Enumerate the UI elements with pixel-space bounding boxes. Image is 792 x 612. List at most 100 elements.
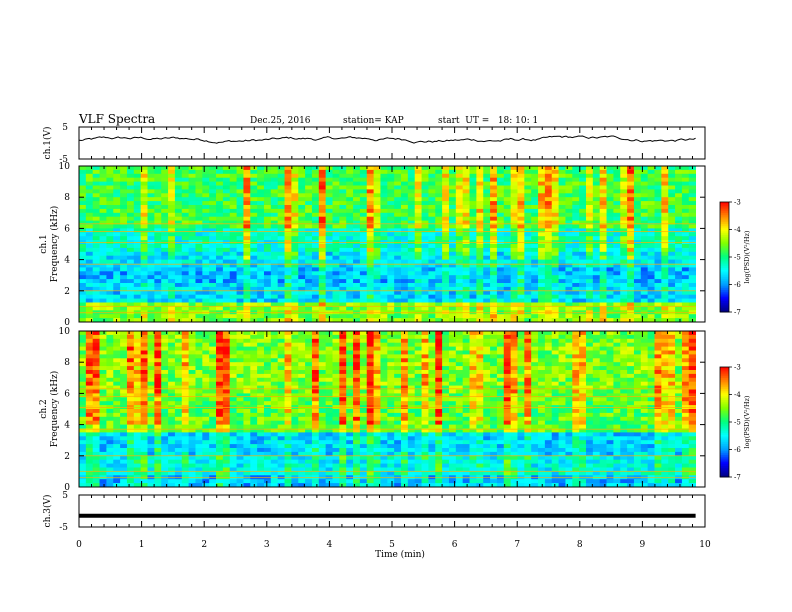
spectrogram-cell bbox=[236, 236, 244, 241]
spectrogram-cell bbox=[558, 193, 566, 198]
spectrogram-cell bbox=[455, 377, 464, 383]
spectrogram-cell bbox=[647, 166, 655, 171]
spectrogram-cell bbox=[133, 271, 142, 276]
spectrogram-cell bbox=[442, 381, 450, 386]
spectrogram-cell bbox=[353, 370, 361, 375]
spectrogram-cell bbox=[140, 267, 148, 272]
spectrogram-cell bbox=[154, 381, 162, 386]
spectrogram-cell bbox=[599, 283, 607, 288]
spectrogram-cell bbox=[688, 224, 697, 229]
spectrogram-cell bbox=[681, 370, 690, 375]
spectrogram-cell bbox=[661, 232, 669, 237]
spectrogram-cell bbox=[85, 279, 94, 284]
spectrogram-cell bbox=[428, 220, 436, 225]
spectrogram-cell bbox=[366, 358, 374, 363]
spectrogram-cell bbox=[92, 208, 100, 214]
spectrogram-cell bbox=[517, 286, 525, 292]
spectrogram-cell bbox=[346, 279, 354, 284]
spectrogram-cell bbox=[92, 255, 100, 260]
spectrogram-cell bbox=[579, 228, 587, 233]
spectrogram-cell bbox=[154, 212, 162, 218]
spectrogram-cell bbox=[332, 193, 340, 198]
spectrogram-cell bbox=[483, 208, 491, 214]
spectrogram-cell bbox=[579, 290, 587, 296]
spectrogram-cell bbox=[325, 381, 333, 386]
spectrogram-cell bbox=[558, 385, 566, 390]
spectrogram-cell bbox=[359, 201, 368, 206]
spectrogram-cell bbox=[298, 286, 306, 292]
spectrogram-cell bbox=[592, 201, 601, 206]
ytick-label: 4 bbox=[64, 256, 70, 266]
spectrogram-cell bbox=[647, 385, 655, 390]
spectrogram-cell bbox=[681, 208, 690, 214]
spectrogram-cell bbox=[448, 216, 457, 221]
spectrogram-cell bbox=[551, 370, 559, 375]
spectrogram-cell bbox=[209, 373, 217, 379]
spectrogram-cell bbox=[257, 302, 265, 307]
spectrogram-cell bbox=[325, 173, 333, 179]
spectrogram-cell bbox=[517, 275, 525, 280]
spectrogram-cell bbox=[544, 185, 553, 190]
spectrogram-cell bbox=[681, 350, 690, 355]
spectrogram-cell bbox=[113, 201, 121, 206]
spectrogram-cell bbox=[476, 263, 484, 268]
spectrogram-cell bbox=[284, 259, 292, 264]
spectrogram-cell bbox=[188, 385, 196, 390]
spectrogram-cell bbox=[222, 236, 231, 241]
spectrogram-cell bbox=[469, 263, 477, 268]
spectrogram-cell bbox=[613, 271, 621, 276]
spectrogram-cell bbox=[250, 302, 258, 307]
spectrogram-cell bbox=[168, 283, 176, 288]
spectrogram-cell bbox=[133, 286, 142, 292]
spectrogram-cell bbox=[216, 342, 224, 347]
spectrogram-cell bbox=[579, 370, 587, 375]
spectrogram-cell bbox=[681, 385, 690, 390]
spectrogram-cell bbox=[243, 294, 251, 299]
spectrogram-cell bbox=[647, 283, 655, 288]
spectrogram-cell bbox=[524, 362, 532, 367]
spectrogram-cell bbox=[263, 247, 272, 253]
spectrogram-cell bbox=[483, 201, 491, 206]
spectrogram-cell bbox=[503, 247, 512, 253]
spectrogram-cell bbox=[496, 189, 505, 194]
spectrogram-cell bbox=[298, 370, 306, 375]
spectrogram-cell bbox=[106, 224, 114, 229]
spectrogram-cell bbox=[305, 220, 313, 225]
spectrogram-cell bbox=[490, 385, 498, 390]
spectrogram-cell bbox=[579, 338, 587, 344]
spectrogram-cell bbox=[79, 208, 87, 214]
spectrogram-cell bbox=[407, 232, 416, 237]
spectrogram-cell bbox=[99, 267, 107, 272]
spectrogram-cell bbox=[291, 381, 299, 386]
spectrogram-cell bbox=[126, 228, 135, 233]
spectrogram-cell bbox=[229, 286, 237, 292]
spectrogram-cell bbox=[380, 228, 388, 233]
spectrogram-cell bbox=[387, 279, 395, 284]
spectrogram-cell bbox=[524, 377, 532, 383]
spectrogram-cell bbox=[291, 177, 299, 182]
spectrogram-cell bbox=[257, 197, 265, 202]
spectrogram-cell bbox=[469, 247, 477, 253]
spectrogram-cell bbox=[435, 354, 443, 359]
spectrogram-cell bbox=[339, 259, 347, 264]
spectrogram-cell bbox=[681, 302, 690, 307]
spectrogram-cell bbox=[394, 201, 402, 206]
spectrogram-cell bbox=[339, 201, 347, 206]
spectrogram-cell bbox=[620, 358, 628, 363]
spectrogram-cell bbox=[538, 181, 546, 186]
spectrogram-cell bbox=[168, 228, 176, 233]
spectrogram-cell bbox=[147, 185, 155, 190]
spectrogram-cell bbox=[551, 275, 559, 280]
spectrogram-cell bbox=[387, 381, 395, 386]
spectrogram-cell bbox=[106, 389, 114, 394]
spectrogram-cell bbox=[640, 185, 649, 190]
spectrogram-cell bbox=[174, 251, 183, 257]
spectrogram-cell bbox=[133, 354, 142, 359]
spectrogram-cell bbox=[85, 205, 94, 210]
spectrogram-cell bbox=[174, 350, 183, 355]
spectrogram-cell bbox=[284, 338, 292, 344]
spectrogram-cell bbox=[421, 263, 429, 268]
spectrogram-cell bbox=[236, 283, 244, 288]
spectrogram-cell bbox=[462, 298, 470, 303]
spectrogram-cell bbox=[181, 169, 190, 175]
